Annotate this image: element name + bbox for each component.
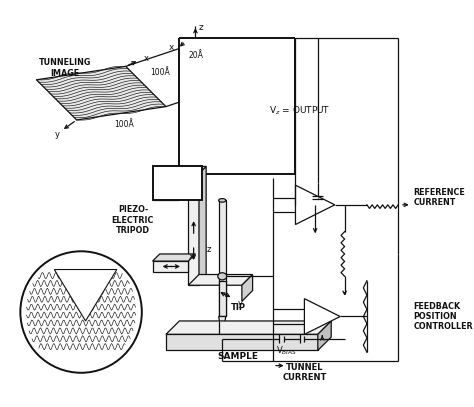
Polygon shape	[166, 321, 331, 335]
Text: 100Å: 100Å	[150, 68, 170, 77]
Text: TUNNEL
CURRENT: TUNNEL CURRENT	[282, 363, 327, 383]
Polygon shape	[304, 299, 340, 335]
Bar	[153, 166, 201, 200]
Polygon shape	[188, 166, 206, 173]
Polygon shape	[55, 269, 117, 321]
Polygon shape	[153, 254, 195, 261]
Text: 100Å: 100Å	[114, 120, 134, 129]
Circle shape	[20, 251, 142, 373]
Text: TIP: TIP	[231, 303, 246, 312]
Polygon shape	[318, 321, 331, 350]
Text: SAMPLE: SAMPLE	[217, 352, 258, 361]
Text: X-Y
RASTER
VOLT.: X-Y RASTER VOLT.	[160, 168, 193, 198]
Polygon shape	[295, 185, 335, 225]
Text: REFERENCE
CURRENT: REFERENCE CURRENT	[413, 188, 465, 208]
Polygon shape	[219, 200, 226, 317]
Text: y: y	[55, 130, 59, 139]
Text: z: z	[199, 24, 204, 33]
Text: x: x	[169, 43, 174, 52]
Text: V$_{BIAS}$: V$_{BIAS}$	[276, 344, 297, 357]
Text: 20Å: 20Å	[188, 51, 203, 60]
Text: V$_z$ = OUTPUT: V$_z$ = OUTPUT	[269, 105, 330, 117]
Polygon shape	[188, 274, 253, 285]
Text: y: y	[237, 299, 242, 308]
Text: x: x	[144, 54, 149, 63]
Text: z: z	[206, 245, 210, 254]
Polygon shape	[166, 335, 318, 350]
Text: TUNNELING
IMAGE: TUNNELING IMAGE	[39, 59, 91, 78]
Polygon shape	[153, 261, 188, 272]
Polygon shape	[199, 166, 206, 285]
Polygon shape	[219, 317, 226, 336]
Text: x: x	[188, 252, 193, 261]
Polygon shape	[36, 66, 166, 120]
Text: PIEZO-
ELECTRIC
TRIPOD: PIEZO- ELECTRIC TRIPOD	[112, 205, 154, 235]
Ellipse shape	[218, 273, 227, 280]
Polygon shape	[242, 274, 253, 301]
Polygon shape	[188, 173, 199, 285]
Ellipse shape	[219, 199, 226, 202]
Polygon shape	[219, 281, 226, 317]
Text: FEEDBACK
POSITION
CONTROLLER: FEEDBACK POSITION CONTROLLER	[413, 302, 473, 331]
